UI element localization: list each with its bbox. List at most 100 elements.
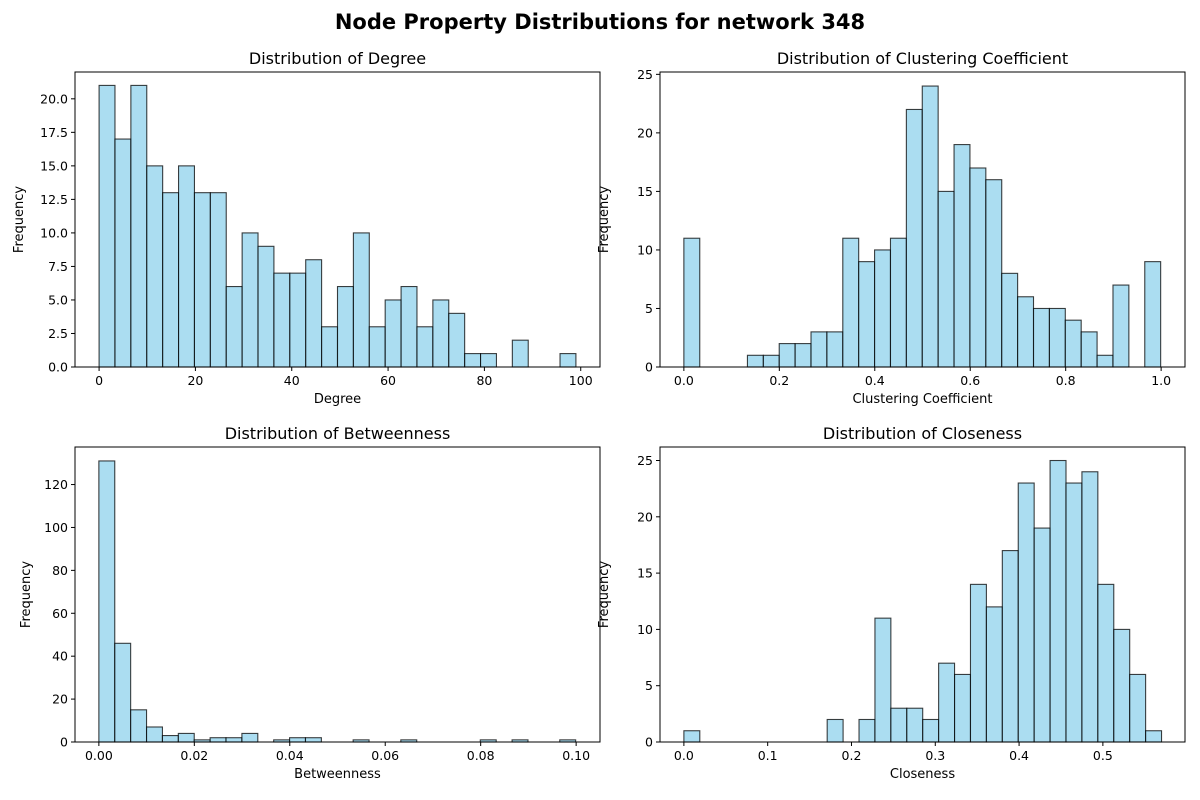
y-tick-label: 0 [645, 735, 653, 750]
histogram-bar [448, 312, 466, 368]
histogram-bar [130, 709, 148, 743]
histogram-bar [953, 144, 971, 368]
y-tick-label: 20 [637, 125, 653, 140]
x-axis-label: Degree [314, 392, 361, 407]
histogram-bar [922, 718, 940, 743]
histogram-bar [906, 707, 924, 743]
histogram-bar [874, 249, 892, 368]
y-tick-label: 10 [637, 622, 653, 637]
histogram-bar [305, 259, 323, 368]
x-tick-label: 0.06 [371, 748, 399, 763]
histogram-bar [842, 237, 860, 368]
histogram-bar [890, 707, 908, 743]
histogram-bar [794, 343, 812, 368]
histogram-bar [114, 138, 132, 368]
x-tick-label: 0.4 [1009, 748, 1029, 763]
histogram-bar [400, 285, 418, 368]
y-tick-label: 5 [645, 678, 653, 693]
histogram-bar [368, 326, 386, 368]
x-tick-label: 0.2 [769, 373, 789, 388]
histogram-bar [511, 339, 529, 368]
x-tick-label: 80 [476, 373, 492, 388]
y-tick-label: 100 [44, 520, 68, 535]
x-tick-label: 0.4 [865, 373, 885, 388]
y-tick-label: 20.0 [40, 91, 68, 106]
y-tick-label: 15 [637, 184, 653, 199]
histogram-bar [193, 192, 211, 368]
histogram-bar [762, 354, 780, 368]
histogram-bar [874, 617, 892, 743]
x-tick-label: 0.10 [562, 748, 590, 763]
axes-frame [659, 71, 1186, 368]
y-tick-label: 2.5 [48, 326, 68, 341]
chart-title: Distribution of Closeness [823, 424, 1022, 443]
histogram-bar [954, 673, 972, 743]
histogram-bar [938, 662, 956, 743]
y-tick-label: 12.5 [40, 192, 68, 207]
histogram-bar [273, 272, 291, 368]
histogram-bar [98, 460, 116, 743]
y-axis-label: Frequency [597, 186, 612, 253]
histogram-bar [778, 343, 796, 368]
y-tick-label: 10 [637, 242, 653, 257]
histogram-bar [304, 737, 322, 743]
y-axis-label: Frequency [12, 186, 27, 253]
x-tick-label: 0.2 [842, 748, 862, 763]
histogram-bar [1048, 307, 1066, 368]
histogram-bar [257, 245, 275, 368]
histogram-bar [1129, 673, 1147, 743]
histogram-bar [145, 726, 163, 743]
histogram-bar [1081, 471, 1099, 743]
y-tick-label: 7.5 [48, 259, 68, 274]
histogram-bar [1065, 482, 1083, 743]
x-tick-label: 0.1 [758, 748, 778, 763]
histogram-bar [225, 285, 243, 368]
y-tick-label: 20 [52, 692, 68, 707]
y-tick-label: 0 [645, 360, 653, 375]
histogram-bar [826, 331, 844, 368]
y-tick-label: 120 [44, 477, 68, 492]
histogram-bar [177, 732, 195, 743]
histogram-bar [209, 737, 227, 743]
x-tick-label: 0.02 [180, 748, 208, 763]
x-tick-label: 0.8 [1056, 373, 1076, 388]
y-axis-label: Frequency [597, 561, 612, 628]
histogram-bar [289, 737, 307, 743]
histogram-bar [969, 583, 987, 743]
histogram-bar [969, 167, 987, 368]
histogram-bar [1001, 550, 1019, 743]
histogram-bar [161, 735, 179, 743]
histogram-bar [130, 84, 148, 368]
chart-panel-4: 0.0 0.1 0.2 0.3 0.4 0.5 0 5 10 15 20 25 Distribution… [597, 424, 1186, 782]
axes-frame [74, 71, 601, 368]
histogram-bar [1017, 296, 1035, 368]
histogram-bar [225, 737, 243, 743]
histogram-bar [1145, 730, 1163, 743]
chart-panel-2: 0.0 0.2 0.4 0.6 0.8 1.0 0 5 10 15 20 25 Distribution… [597, 49, 1186, 407]
y-tick-label: 80 [52, 563, 68, 578]
histogram-bar [1032, 307, 1050, 368]
histogram-bar [1097, 583, 1115, 743]
histogram-bar [921, 85, 939, 368]
histogram-bar [114, 642, 132, 743]
histogram-bar [1064, 319, 1082, 368]
y-tick-label: 5 [645, 301, 653, 316]
histogram-bar [384, 299, 402, 368]
y-tick-label: 0.0 [48, 360, 68, 375]
x-axis-label: Clustering Coefficient [852, 392, 992, 407]
histogram-bar [1112, 284, 1130, 368]
histogram-bar [810, 331, 828, 368]
x-tick-label: 0.08 [467, 748, 495, 763]
histogram-bar [1049, 459, 1067, 743]
x-tick-label: 20 [187, 373, 203, 388]
y-tick-label: 25 [637, 67, 653, 82]
chart-panel-3: 0.00 0.02 0.04 0.06 0.08 0.10 0 20 40 60 80 100 120 D… [19, 424, 601, 782]
axes-frame [74, 446, 601, 743]
y-tick-label: 25 [637, 453, 653, 468]
x-tick-label: 0.0 [674, 373, 694, 388]
figure-title: Node Property Distributions for network … [334, 10, 866, 34]
y-tick-label: 15 [637, 566, 653, 581]
histogram-bar [178, 165, 195, 368]
histogram-bar [826, 718, 844, 743]
histogram-bar [209, 192, 227, 368]
